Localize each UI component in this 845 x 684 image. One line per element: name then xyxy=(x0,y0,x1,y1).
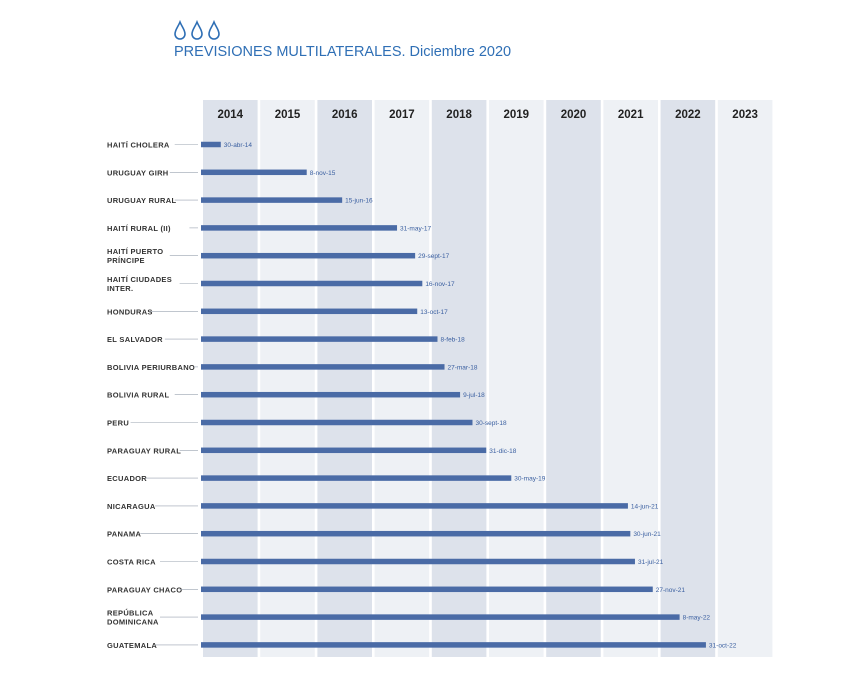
bar xyxy=(201,447,487,454)
category-label: GUATEMALA xyxy=(107,641,157,650)
category-label: PARAGUAY CHACO xyxy=(107,585,182,594)
data-label: 30-may-19 xyxy=(514,476,545,483)
category-label: EL SALVADOR xyxy=(107,335,163,344)
bar xyxy=(201,391,461,398)
data-label: 27-nov-21 xyxy=(656,587,686,594)
data-label: 15-jun-16 xyxy=(345,198,373,205)
category-label: PANAMA xyxy=(107,530,141,539)
data-label: 30-abr-14 xyxy=(224,142,253,149)
data-label: 30-sept-18 xyxy=(475,420,506,427)
year-tick-label: 2023 xyxy=(732,109,758,121)
data-label: 31-oct-22 xyxy=(709,642,737,649)
bar xyxy=(201,225,398,231)
category-label: URUGUAY RURAL xyxy=(107,196,176,205)
chart-title: PREVISIONES MULTILATERALES. Diciembre 20… xyxy=(174,44,512,60)
category-label: COSTA RICA xyxy=(107,558,156,567)
bar xyxy=(201,252,416,259)
category-label: HONDURAS xyxy=(107,307,153,316)
category-label: BOLIVIA PERIURBANO xyxy=(107,363,195,372)
category-label: NICARAGUA xyxy=(107,502,156,511)
bar xyxy=(201,419,473,426)
bar xyxy=(201,530,631,537)
year-tick-label: 2018 xyxy=(446,109,472,121)
bar xyxy=(201,614,680,620)
year-column-2023 xyxy=(717,100,773,657)
year-column-2014 xyxy=(203,100,258,657)
data-label: 8-may-22 xyxy=(683,615,711,622)
data-label: 16-nov-17 xyxy=(425,281,455,288)
bar xyxy=(201,141,221,148)
category-label: HAITÍ CIUDADES INTER. xyxy=(107,275,172,293)
category-label: ECUADOR xyxy=(107,474,147,483)
water-drops-icon xyxy=(174,20,220,40)
bar xyxy=(201,558,635,565)
bar xyxy=(201,197,343,203)
year-tick-label: 2015 xyxy=(275,109,301,121)
data-label: 30-jun-21 xyxy=(633,531,661,538)
category-label: REPÚBLICA DOMINICANA xyxy=(107,609,159,627)
year-tick-label: 2017 xyxy=(389,109,415,121)
bar xyxy=(201,308,418,315)
bar xyxy=(201,336,438,342)
category-label: PARAGUAY RURAL xyxy=(107,446,181,455)
bar xyxy=(201,169,307,176)
year-tick-label: 2016 xyxy=(332,109,358,121)
year-tick-label: 2019 xyxy=(504,109,530,121)
data-label: 27-mar-18 xyxy=(448,364,478,371)
category-label: HAITÍ CHOLERA xyxy=(107,141,170,150)
year-column-2016 xyxy=(317,100,372,657)
year-column-2020 xyxy=(546,100,601,657)
data-label: 13-oct-17 xyxy=(420,309,448,316)
category-label: PERU xyxy=(107,419,129,428)
year-tick-label: 2022 xyxy=(675,109,701,121)
year-column-2019 xyxy=(489,100,544,657)
year-column-2017 xyxy=(374,100,430,657)
data-label: 14-jun-21 xyxy=(631,503,659,510)
bar xyxy=(201,280,423,287)
bar xyxy=(201,642,706,648)
year-tick-label: 2020 xyxy=(561,109,587,121)
bar xyxy=(201,586,653,593)
bar xyxy=(201,364,445,370)
category-label: HAITÍ RURAL (II) xyxy=(107,224,171,233)
year-tick-label: 2014 xyxy=(218,109,244,121)
data-label: 29-sept-17 xyxy=(418,253,449,260)
category-label: BOLIVIA RURAL xyxy=(107,391,169,400)
data-label: 8-nov-15 xyxy=(310,170,336,177)
data-label: 9-jul-18 xyxy=(463,392,485,399)
bar xyxy=(201,475,512,481)
data-label: 31-jul-21 xyxy=(638,559,664,566)
year-column-2021 xyxy=(603,100,658,657)
category-label: URUGUAY GIRH xyxy=(107,168,169,177)
data-label: 31-dic-18 xyxy=(489,448,516,455)
year-tick-label: 2021 xyxy=(618,109,644,121)
year-column-2018 xyxy=(431,100,487,657)
category-label: HAITÍ PUERTO PRÍNCIPE xyxy=(107,247,163,265)
year-column-2015 xyxy=(260,100,315,657)
bar xyxy=(201,503,628,509)
data-label: 8-feb-18 xyxy=(440,337,465,344)
data-label: 31-may-17 xyxy=(400,225,431,232)
year-column-2022 xyxy=(660,100,716,657)
